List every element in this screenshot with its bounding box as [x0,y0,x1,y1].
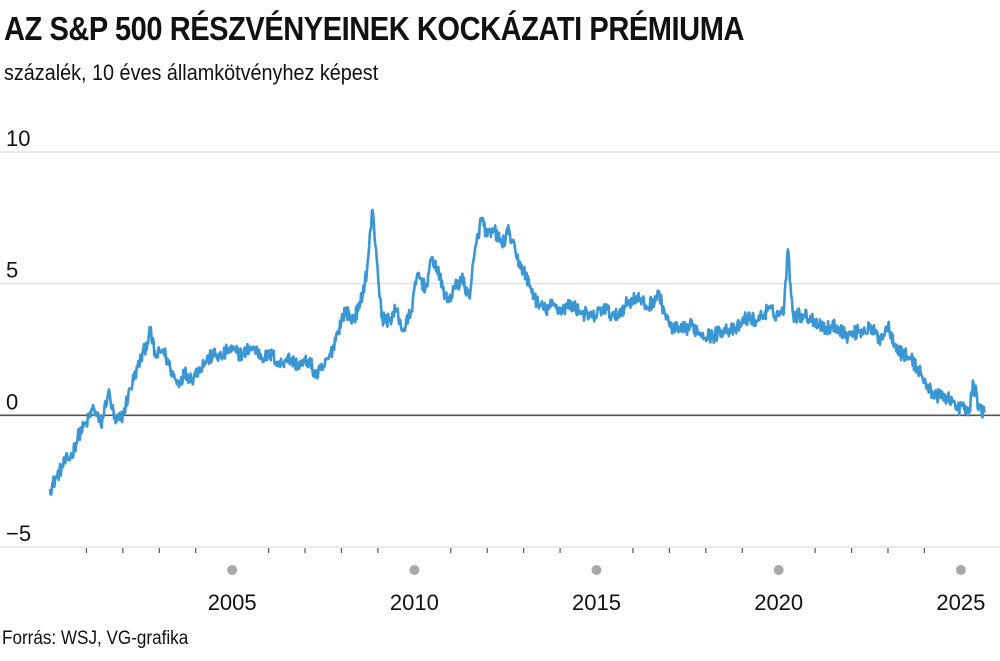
source-note: Forrás: WSJ, VG-grafika [2,628,189,649]
x-tick-label: 2025 [936,590,985,615]
y-tick-label: −5 [6,521,31,546]
y-tick-label: 0 [6,389,18,414]
chart-title: AZ S&P 500 RÉSZVÉNYEINEK KOCKÁZATI PRÉMI… [4,10,744,47]
x-tick-label: 2005 [208,590,257,615]
y-axis-labels: 10 5 0 −5 [6,126,31,546]
x-tick-label: 2010 [390,590,439,615]
x-axis: 2005 2010 2015 2020 2025 [85,548,985,615]
x-tick-dot [773,565,784,575]
x-tick-label: 2015 [572,590,621,615]
y-tick-label: 10 [6,126,30,151]
series-line [48,208,986,496]
x-tick-dot [227,565,238,575]
x-tick-dot [955,565,966,575]
x-tick-dot [409,565,420,575]
x-tick-label: 2020 [754,590,803,615]
series-group [48,208,986,496]
x-tick-dot [591,565,602,575]
grid-lines [0,151,1000,548]
y-tick-label: 5 [6,258,18,283]
chart-subtitle: százalék, 10 éves államkötvényhez képest [4,60,379,85]
